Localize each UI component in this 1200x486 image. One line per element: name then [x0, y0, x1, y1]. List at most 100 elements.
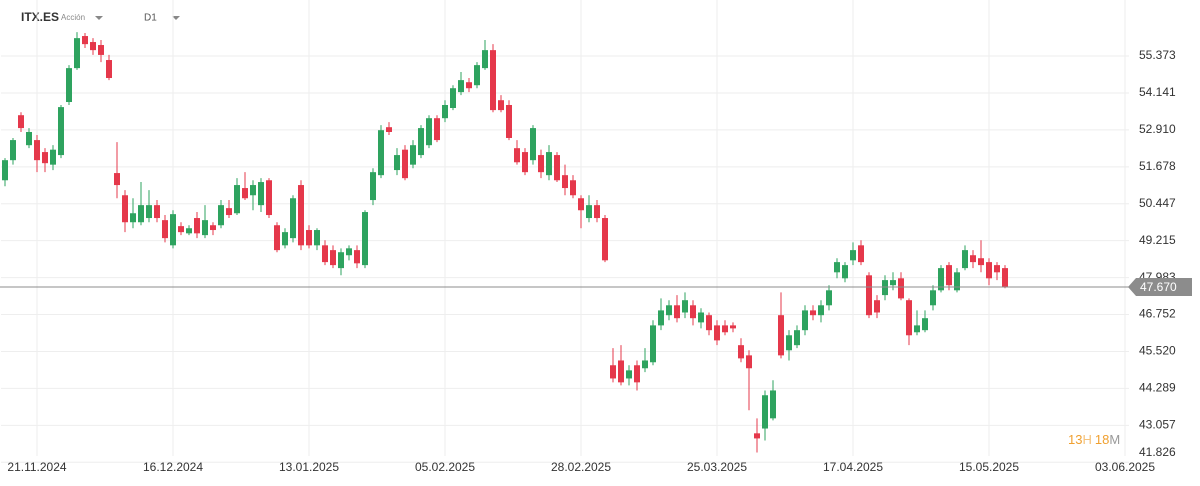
- candle-body: [866, 275, 872, 316]
- candle-body: [730, 325, 736, 329]
- candle-body: [842, 265, 848, 279]
- candle-body: [306, 230, 312, 246]
- candle-body: [562, 175, 568, 189]
- candle-body: [194, 218, 200, 234]
- candle-body: [378, 130, 384, 176]
- x-tick-label: 21.11.2024: [7, 460, 66, 474]
- candle-body: [986, 262, 992, 279]
- candle-body: [882, 280, 888, 296]
- candle-body: [450, 88, 456, 109]
- candle-body: [338, 252, 344, 269]
- candle-body: [290, 198, 296, 239]
- timeframe-dropdown[interactable]: [172, 16, 180, 20]
- candle-body: [226, 208, 232, 216]
- candle-body: [618, 360, 624, 383]
- x-tick-label: 03.06.2025: [1095, 460, 1155, 474]
- candle-body: [506, 105, 512, 138]
- candle-body: [482, 50, 488, 69]
- candle-body: [442, 105, 448, 119]
- candle-body: [922, 318, 928, 331]
- candle-body: [762, 395, 768, 429]
- candle-body: [146, 205, 152, 219]
- candle-body: [474, 65, 480, 86]
- x-tick-label: 17.04.2025: [823, 460, 883, 474]
- candle-body: [642, 360, 648, 369]
- candle-body: [698, 312, 704, 323]
- candle-body: [490, 50, 496, 111]
- candle-body: [786, 335, 792, 351]
- x-tick-label: 16.12.2024: [143, 460, 203, 474]
- candle-body: [754, 433, 760, 439]
- y-tick-label: 46.752: [1139, 307, 1176, 321]
- y-tick-label: 41.826: [1139, 445, 1176, 459]
- candle-body: [298, 185, 304, 246]
- last-price-box: [1128, 278, 1192, 297]
- candle-body: [874, 300, 880, 313]
- candle-body: [706, 315, 712, 331]
- y-tick-label: 51.678: [1139, 159, 1176, 173]
- candle-body: [586, 205, 592, 219]
- candle-body: [394, 155, 400, 171]
- candle-body: [970, 255, 976, 263]
- candle-body: [594, 205, 600, 219]
- candle-body: [370, 172, 376, 201]
- candle-body: [850, 250, 856, 261]
- timeframe[interactable]: D1: [144, 13, 157, 24]
- x-tick-label: 25.03.2025: [687, 460, 747, 474]
- candle-body: [682, 300, 688, 313]
- countdown-hours: 13: [1068, 432, 1082, 447]
- candle-body: [410, 145, 416, 165]
- candle-body: [746, 355, 752, 369]
- candle-body: [650, 325, 656, 363]
- candle-body: [514, 148, 520, 163]
- candle-body: [802, 310, 808, 331]
- candle-body: [458, 80, 464, 93]
- candle-body: [794, 330, 800, 346]
- y-tick-label: 50.447: [1139, 196, 1176, 210]
- countdown-minutes-unit: M: [1109, 432, 1120, 447]
- candle-body: [522, 152, 528, 173]
- candle-body: [626, 370, 632, 379]
- candle-body: [930, 290, 936, 306]
- x-tick-label: 05.02.2025: [415, 460, 475, 474]
- candle-body: [898, 278, 904, 299]
- candle-body: [314, 230, 320, 246]
- candle-body: [834, 262, 840, 273]
- symbol-dropdown[interactable]: [95, 16, 103, 20]
- candle-body: [322, 245, 328, 263]
- y-tick-label: 55.373: [1139, 48, 1176, 62]
- symbol[interactable]: ITX.ES: [21, 10, 59, 24]
- candle-body: [42, 152, 48, 164]
- candle-body: [554, 155, 560, 181]
- candle-body: [738, 345, 744, 359]
- candle-body: [994, 265, 1000, 273]
- candle-body: [674, 305, 680, 319]
- candle-body: [946, 265, 952, 286]
- candle-body: [498, 100, 504, 111]
- candle-body: [114, 173, 120, 186]
- candle-body: [234, 185, 240, 214]
- candle-body: [10, 140, 16, 161]
- candle-body: [18, 115, 24, 129]
- candle-body: [98, 45, 104, 55]
- candle-body: [170, 214, 176, 246]
- candle-body: [546, 152, 552, 176]
- candle-body: [346, 248, 352, 256]
- candle-body: [130, 213, 136, 223]
- candle-body: [162, 220, 168, 239]
- candle-body: [714, 325, 720, 341]
- candle-body: [666, 305, 672, 316]
- countdown-minutes: 18: [1095, 432, 1109, 447]
- candle-body: [242, 188, 248, 199]
- candle-body: [466, 82, 472, 89]
- candle-body: [274, 225, 280, 251]
- candle-body: [250, 185, 256, 196]
- candle-body: [610, 365, 616, 379]
- candle-body: [690, 305, 696, 319]
- candle-body: [266, 180, 272, 216]
- candle-body: [778, 315, 784, 356]
- candle-body: [578, 198, 584, 211]
- x-tick-label: 13.01.2025: [279, 460, 339, 474]
- candle-body: [178, 226, 184, 233]
